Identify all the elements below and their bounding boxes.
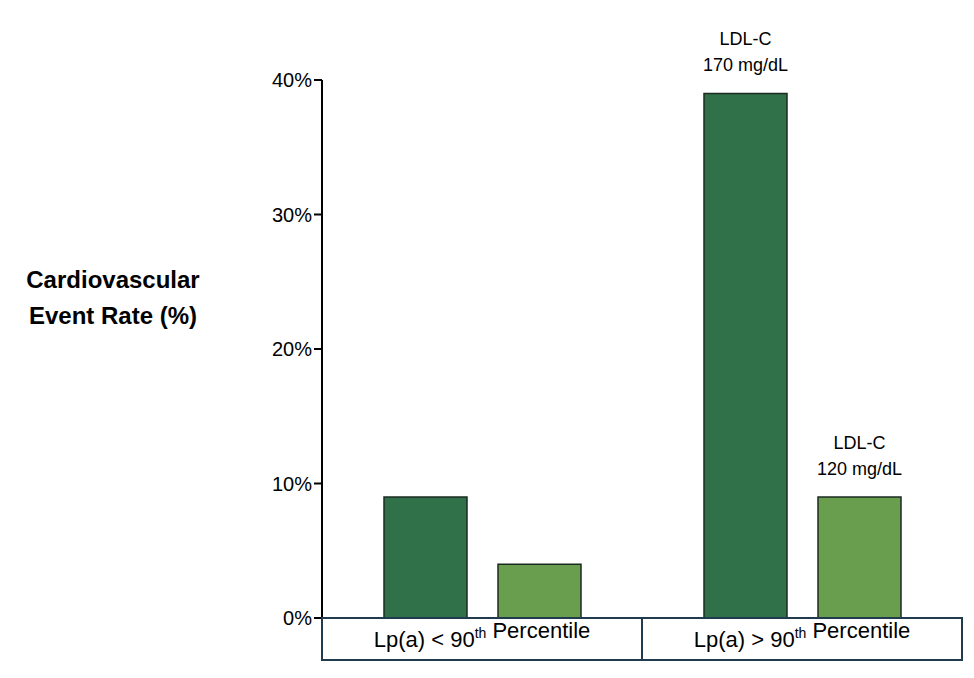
- svg-text:10%: 10%: [272, 473, 312, 495]
- svg-text:LDL-C170 mg/dL: LDL-C170 mg/dL: [703, 29, 788, 75]
- svg-text:Lp(a) > 90th Percentile: Lp(a) > 90th Percentile: [694, 618, 911, 652]
- svg-text:LDL-C120 mg/dL: LDL-C120 mg/dL: [817, 433, 902, 479]
- svg-text:30%: 30%: [272, 204, 312, 226]
- svg-text:20%: 20%: [272, 338, 312, 360]
- svg-text:0%: 0%: [283, 607, 312, 629]
- html-text:Cardiovascular Event Rate (%): Cardiovascular Event Rate (%): [26, 266, 200, 329]
- svg-text:40%: 40%: [272, 69, 312, 91]
- svg-text:Lp(a) < 90th Percentile: Lp(a) < 90th Percentile: [374, 618, 591, 652]
